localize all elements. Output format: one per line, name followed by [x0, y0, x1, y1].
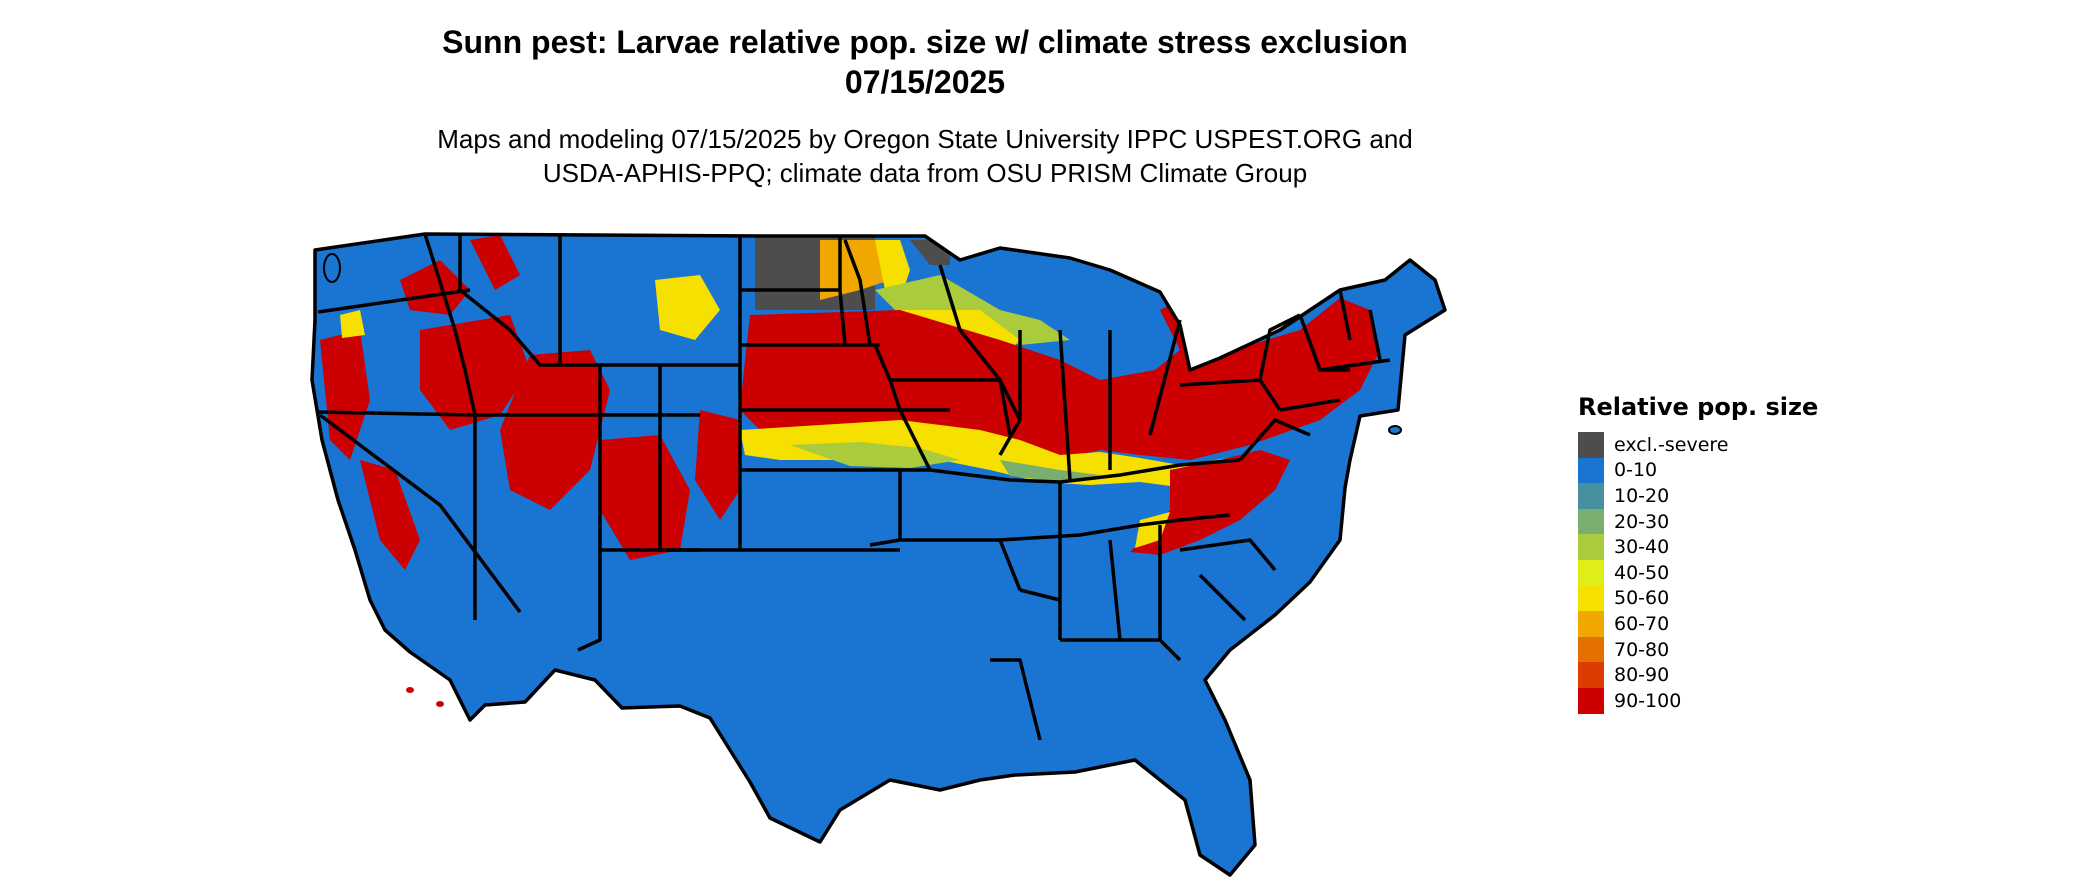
state-borders: [310, 232, 1447, 877]
legend-swatch: [1578, 508, 1604, 535]
legend-swatch: [1578, 611, 1604, 637]
legend-item-80-90: 80-90: [1578, 662, 1818, 688]
legend-swatch: [1578, 662, 1604, 688]
legend-item-60-70: 60-70: [1578, 611, 1818, 637]
map-title-line-2: 07/15/2025: [844, 64, 1006, 100]
legend-label: 50-60: [1614, 587, 1670, 610]
coastal-islands: [323, 253, 1402, 707]
legend-item-10-20: 10-20: [1578, 483, 1818, 509]
legend-swatch: [1578, 483, 1604, 509]
map-subtitle-line-2: USDA-APHIS-PPQ; climate data from OSU PR…: [542, 158, 1308, 188]
map-title: Sunn pest: Larvae relative pop. size w/ …: [380, 22, 1470, 102]
legend-swatch: [1578, 559, 1604, 586]
legend-swatch: [1578, 432, 1604, 458]
legend-item-50-60: 50-60: [1578, 585, 1818, 612]
legend-label: 70-80: [1614, 638, 1670, 661]
legend-item-20-30: 20-30: [1578, 508, 1818, 535]
legend-label: 90-100: [1614, 689, 1682, 712]
legend-label: 10-20: [1614, 484, 1670, 507]
legend-swatch: [1578, 636, 1604, 663]
map-subtitle-line-1: Maps and modeling 07/15/2025 by Oregon S…: [437, 124, 1413, 154]
legend-label: 30-40: [1614, 536, 1670, 559]
legend-item-30-40: 30-40: [1578, 534, 1818, 560]
legend-items: excl.-severe 0-10 10-20 20-30 30-40 40-5…: [1578, 432, 1818, 714]
legend-item-excl-severe: excl.-severe: [1578, 432, 1818, 458]
map-title-line-1: Sunn pest: Larvae relative pop. size w/ …: [442, 24, 1408, 60]
legend: Relative pop. size excl.-severe 0-10 10-…: [1578, 392, 1818, 714]
legend-item-0-10: 0-10: [1578, 457, 1818, 484]
legend-label: 40-50: [1614, 561, 1670, 584]
map-subtitle: Maps and modeling 07/15/2025 by Oregon S…: [380, 122, 1470, 190]
legend-item-90-100: 90-100: [1578, 687, 1818, 714]
legend-label: 20-30: [1614, 510, 1670, 533]
legend-swatch: [1578, 585, 1604, 612]
legend-title: Relative pop. size: [1578, 393, 1819, 421]
legend-swatch: [1578, 534, 1604, 560]
legend-swatch: [1578, 457, 1604, 484]
us-map: [310, 232, 1447, 877]
legend-item-70-80: 70-80: [1578, 636, 1818, 663]
legend-item-40-50: 40-50: [1578, 559, 1818, 586]
legend-label: 0-10: [1614, 459, 1658, 482]
legend-label: excl.-severe: [1614, 433, 1729, 456]
legend-swatch: [1578, 687, 1604, 714]
legend-label: 60-70: [1614, 612, 1670, 635]
legend-label: 80-90: [1614, 664, 1670, 687]
